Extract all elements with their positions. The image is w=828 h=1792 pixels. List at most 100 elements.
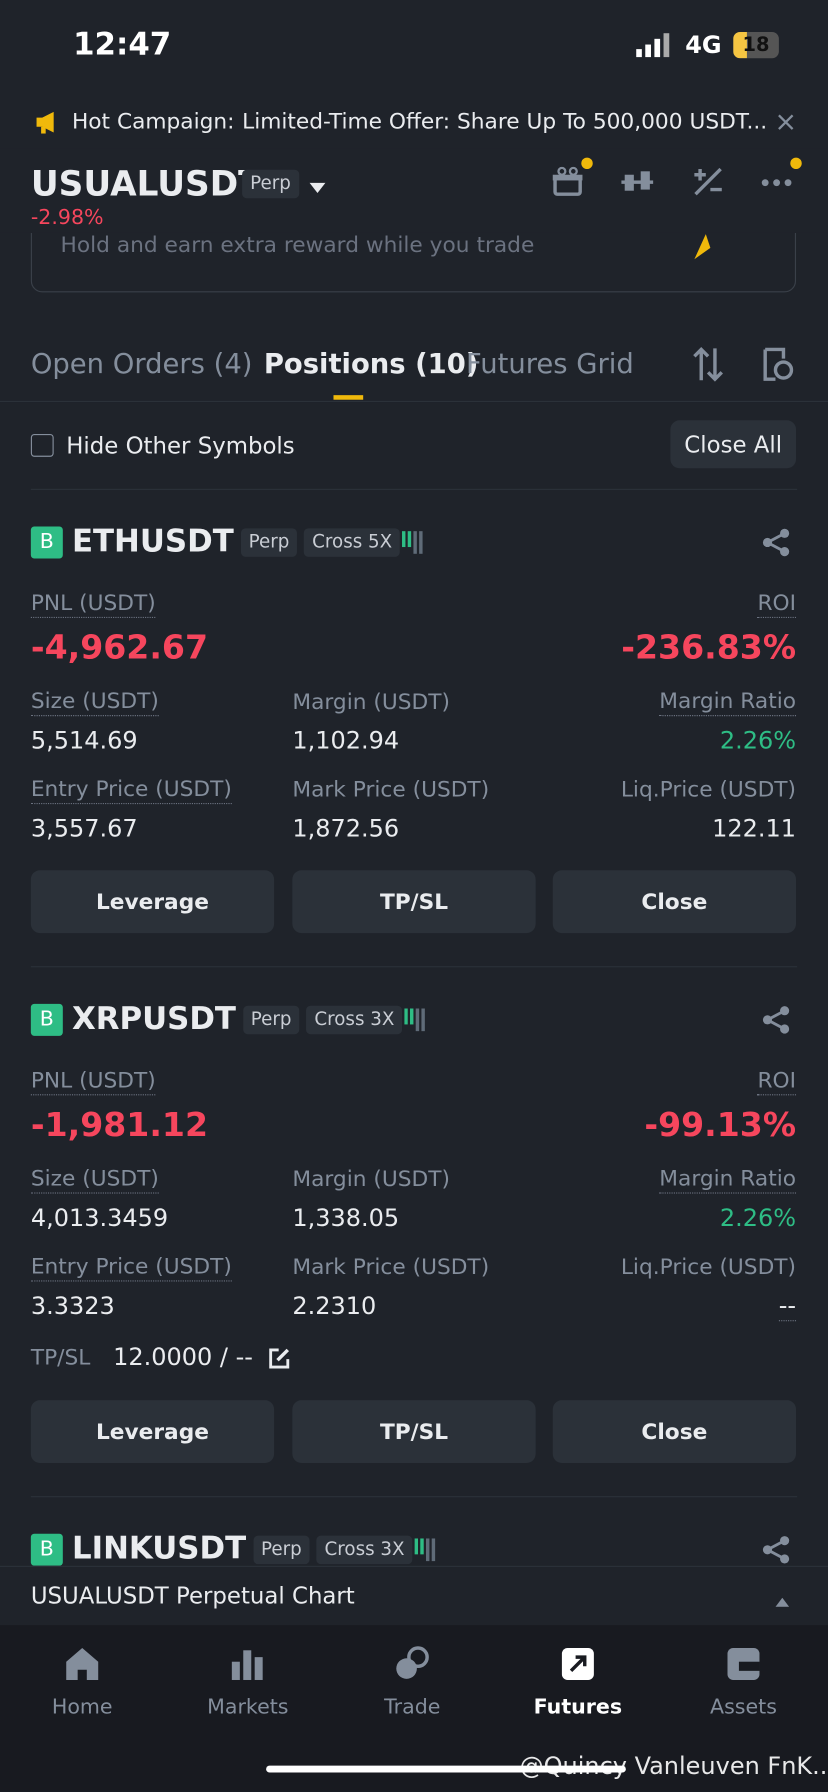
header-type-badge: Perp — [242, 169, 299, 199]
watermark: @Quincy Vanleuven FnK... — [519, 1752, 828, 1780]
field-label: Size (USDT) — [30, 689, 159, 716]
divider — [0, 400, 828, 403]
margin-mode-badge: Cross 3X — [306, 1005, 403, 1035]
header-symbol: USUALUSDT — [30, 164, 262, 205]
symbol-dropdown[interactable] — [309, 177, 326, 194]
filter-label: Hide Other Symbols — [66, 431, 295, 460]
tab[interactable]: Open Orders (4) — [30, 347, 253, 380]
margin-mode-badge: Cross 5X — [304, 528, 401, 557]
position-symbol: XRPUSDT — [71, 1001, 236, 1037]
pnl-label: PNL (USDT) — [30, 1068, 156, 1096]
margin-mode-badge: Cross 3X — [316, 1535, 413, 1564]
nav-label[interactable]: Futures — [533, 1695, 623, 1720]
share-icon[interactable] — [762, 1005, 792, 1035]
edit-icon[interactable] — [269, 1347, 292, 1370]
position-button[interactable]: Close — [552, 870, 797, 934]
field-label: Mark Price (USDT) — [292, 1254, 490, 1280]
nav-label[interactable]: Markets — [207, 1695, 289, 1720]
status-time: 12:47 — [73, 27, 172, 63]
field-value: 2.26% — [719, 726, 797, 755]
divider — [30, 488, 798, 490]
pnl-value: -4,962.67 — [30, 627, 209, 667]
banner-close[interactable] — [777, 113, 795, 131]
tab[interactable]: Futures Grid — [465, 347, 634, 380]
field-value: 2.2310 — [292, 1292, 377, 1320]
history-icon[interactable] — [762, 347, 794, 381]
roi-label: ROI — [757, 591, 797, 618]
header-icon[interactable] — [761, 167, 793, 199]
field-value: 4,013.3459 — [30, 1204, 169, 1232]
side-badge: B — [30, 1003, 63, 1036]
checkbox[interactable] — [30, 433, 54, 457]
nav-icon[interactable] — [394, 1646, 431, 1683]
strength-icon — [404, 1008, 430, 1032]
position-button[interactable]: TP/SL — [292, 1400, 536, 1463]
header-icon[interactable] — [552, 166, 584, 199]
panel-toggle[interactable] — [775, 1590, 790, 1607]
divider — [30, 966, 798, 968]
banner-text: Limited-Time Offer: Share Up To 500,000 … — [242, 109, 768, 135]
field-value: 3.3323 — [30, 1292, 115, 1320]
share-icon[interactable] — [762, 528, 792, 558]
header-icon[interactable] — [621, 167, 654, 199]
roi-value: -99.13% — [644, 1105, 797, 1144]
position-button[interactable]: TP/SL — [292, 870, 536, 934]
promo-text: Hold and earn extra reward while you tra… — [60, 232, 535, 258]
nav-label[interactable]: Home — [51, 1695, 113, 1720]
strength-icon — [414, 1538, 440, 1562]
type-badge: Perp — [252, 1535, 310, 1564]
side-badge: B — [30, 1533, 63, 1566]
tpsl-value: 12.0000 / -- — [113, 1343, 253, 1371]
bottom-panel — [0, 1565, 828, 1627]
field-value: 3,557.67 — [30, 814, 138, 843]
position-button[interactable]: Close — [552, 1400, 797, 1463]
header-icon[interactable] — [692, 167, 724, 199]
battery-body — [733, 31, 779, 59]
field-value: 1,102.94 — [292, 726, 400, 755]
field-label: Liq.Price (USDT) — [620, 1254, 797, 1280]
battery-level: 18 — [742, 34, 770, 57]
nav-bar — [0, 1625, 828, 1792]
field-value: 1,872.56 — [292, 814, 400, 843]
signal-icon — [636, 33, 675, 58]
roi-value: -236.83% — [621, 627, 797, 667]
position-symbol: LINKUSDT — [71, 1531, 247, 1567]
close-all-button[interactable]: Close All — [670, 420, 797, 469]
speaker-icon — [34, 111, 59, 134]
field-value: 1,338.05 — [292, 1204, 400, 1232]
side-badge: B — [30, 526, 63, 559]
nav-icon[interactable] — [560, 1646, 597, 1683]
network-type: 4G — [685, 31, 722, 59]
field-label: Entry Price (USDT) — [30, 1254, 232, 1282]
field-label: Size (USDT) — [30, 1166, 159, 1194]
notify-dot — [790, 157, 802, 170]
field-label: Margin (USDT) — [292, 689, 450, 715]
field-label: Liq.Price (USDT) — [620, 777, 797, 803]
nav-label[interactable]: Assets — [710, 1695, 777, 1720]
home-indicator — [266, 1765, 626, 1773]
field-label: Mark Price (USDT) — [292, 777, 490, 803]
nav-icon[interactable] — [725, 1646, 762, 1683]
nav-icon[interactable] — [64, 1646, 101, 1683]
pnl-value: -1,981.12 — [30, 1105, 209, 1144]
header-bg — [0, 148, 828, 233]
tpsl-label: TP/SL — [30, 1344, 91, 1371]
position-button[interactable]: Leverage — [30, 870, 275, 934]
share-icon[interactable] — [762, 1535, 792, 1565]
field-label: Entry Price (USDT) — [30, 777, 232, 804]
bottom-panel-title: USUALUSDT Perpetual Chart — [30, 1581, 355, 1610]
field-label: Margin (USDT) — [292, 1166, 450, 1192]
strength-icon — [402, 531, 427, 554]
banner-label: Hot Campaign: — [71, 109, 235, 135]
position-button[interactable]: Leverage — [30, 1400, 275, 1463]
notify-dot — [581, 157, 593, 170]
type-badge: Perp — [240, 528, 298, 557]
nav-label[interactable]: Trade — [384, 1695, 441, 1720]
tab[interactable]: Positions (10) — [263, 347, 479, 380]
header-change: -2.98% — [30, 205, 104, 230]
field-value: -- — [778, 1292, 797, 1322]
field-label: Margin Ratio — [659, 1166, 797, 1194]
nav-icon[interactable] — [230, 1646, 267, 1683]
sort-icon[interactable] — [692, 346, 724, 383]
